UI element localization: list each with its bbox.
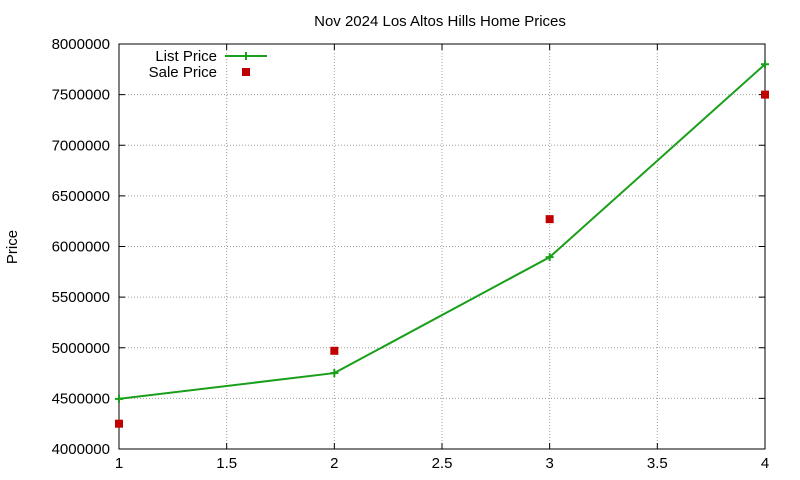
legend-marker-list-price xyxy=(242,52,250,60)
axis-ticks: 1 1.5 2 2.5 3 3.5 4 4000000 4500000 5000000 550000… xyxy=(52,36,770,472)
list-price-point xyxy=(545,253,554,262)
chart-title: Nov 2024 Los Altos Hills Home Prices xyxy=(314,13,566,30)
legend-label-sale-price: Sale Price xyxy=(149,64,217,81)
y-tick-label: 5500000 xyxy=(52,289,110,306)
list-price-line xyxy=(118,63,766,400)
y-tick-label: 5000000 xyxy=(52,340,110,357)
legend: List Price Sale Price xyxy=(149,48,267,81)
x-tick-label: 4 xyxy=(761,455,769,472)
x-tick-label: 1.5 xyxy=(216,455,237,472)
plot-frame xyxy=(118,43,766,450)
y-tick-label: 6000000 xyxy=(52,239,110,256)
sale-price-point xyxy=(115,419,123,428)
x-tick-label: 2.5 xyxy=(432,455,453,472)
y-tick-label: 4500000 xyxy=(52,390,110,407)
sale-price-point xyxy=(330,346,339,355)
x-tick-label: 1 xyxy=(115,455,123,472)
legend-label-list-price: List Price xyxy=(155,48,217,65)
x-tick-label: 2 xyxy=(330,455,338,472)
y-tick-label: 7500000 xyxy=(52,87,110,104)
legend-marks xyxy=(225,52,267,76)
y-tick-label: 8000000 xyxy=(52,36,110,53)
list-price-point xyxy=(330,369,339,378)
y-axis-label: Price xyxy=(4,230,21,264)
y-tick-label: 4000000 xyxy=(52,441,110,458)
list-price-point xyxy=(115,394,123,403)
x-tick-label: 3 xyxy=(545,455,553,472)
sale-price-point xyxy=(545,215,554,224)
series-layer xyxy=(115,60,769,428)
y-tick-label: 7000000 xyxy=(52,137,110,154)
legend-marker-sale-price xyxy=(242,68,250,76)
y-tick-label: 6500000 xyxy=(52,188,110,205)
sale-price-point xyxy=(761,90,769,99)
list-price-point xyxy=(761,60,769,69)
x-tick-label: 3.5 xyxy=(647,455,668,472)
